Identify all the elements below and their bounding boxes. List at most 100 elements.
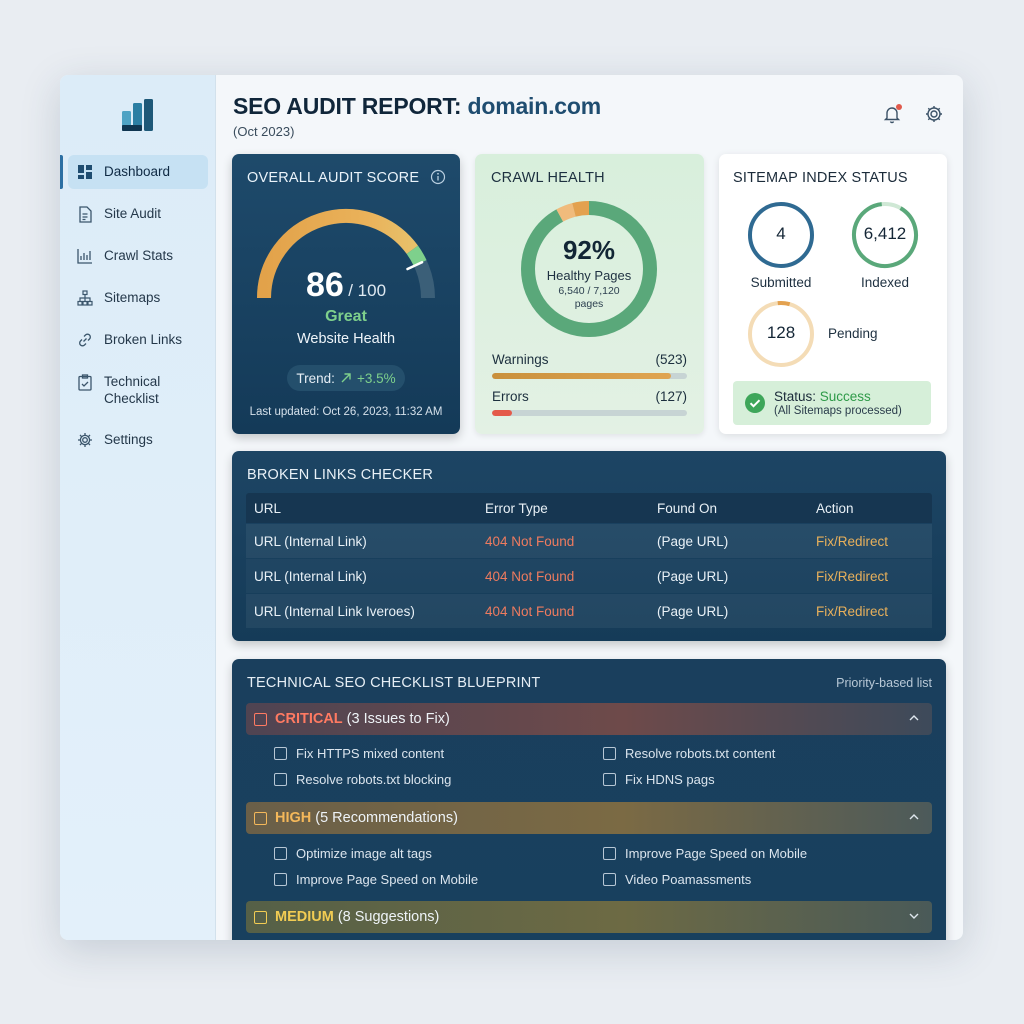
checklist-hint: Priority-based list	[836, 676, 932, 690]
fix-redirect-link[interactable]: Fix/Redirect	[816, 533, 889, 549]
card-title: TECHNICAL SEO CHECKLIST BLUEPRINT	[247, 675, 541, 691]
info-icon[interactable]	[430, 169, 446, 185]
chevron-up-icon[interactable]	[908, 712, 920, 724]
pages-count: 6,540 / 7,120	[558, 285, 620, 297]
table-row: URL (Internal Link Iveroes) 404 Not Foun…	[246, 594, 932, 628]
sidebar-item-settings[interactable]: Settings	[68, 423, 208, 457]
checklist-item[interactable]: Fix HDNS pags	[603, 772, 715, 787]
card-title: BROKEN LINKS CHECKER	[247, 467, 434, 483]
clipboard-check-icon	[76, 373, 94, 391]
url-cell[interactable]: URL (Internal Link)	[254, 568, 367, 584]
priority-medium-header[interactable]: MEDIUM (8 Suggestions)	[246, 901, 932, 933]
audit-score-card: OVERALL AUDIT SCORE 86 / 100	[232, 154, 460, 434]
pages-unit: pages	[574, 298, 604, 310]
sitemap-icon	[76, 289, 94, 307]
errors-count: (127)	[655, 389, 687, 404]
title-domain: domain.com	[467, 93, 602, 119]
sidebar: Dashboard Site Audit Crawl Stats Sitemap…	[60, 75, 216, 940]
column-header: URL	[254, 500, 282, 516]
warnings-label: Warnings	[492, 352, 549, 367]
priority-checkbox[interactable]	[254, 910, 267, 924]
priority-detail: (8 Suggestions)	[337, 909, 440, 925]
trend-value: +3.5%	[356, 370, 396, 386]
title-prefix: SEO AUDIT REPORT:	[233, 93, 468, 119]
bar-chart-icon	[76, 247, 94, 265]
priority-checkbox[interactable]	[254, 811, 267, 825]
sidebar-item-label: Site Audit	[104, 206, 162, 221]
sidebar-item-dashboard[interactable]: Dashboard	[68, 155, 208, 189]
checkbox[interactable]	[274, 873, 287, 886]
priority-checkbox[interactable]	[254, 712, 267, 726]
errors-label: Errors	[492, 389, 529, 404]
checklist-item[interactable]: Improve Page Speed on Mobile	[274, 872, 478, 887]
checklist-item[interactable]: Optimize image alt tags	[274, 846, 432, 861]
sidebar-item-broken-links[interactable]: Broken Links	[68, 323, 208, 357]
priority-high-header[interactable]: HIGH (5 Recommendations)	[246, 802, 932, 834]
sidebar-item-label: Crawl Stats	[104, 248, 174, 263]
checklist-item[interactable]: Resolve robots.txt blocking	[274, 772, 451, 787]
checkbox[interactable]	[274, 747, 287, 760]
checklist-item[interactable]: Fix HTTPS mixed content	[274, 746, 444, 761]
active-indicator	[60, 155, 63, 189]
score-display: 86 / 100	[232, 266, 460, 305]
warnings-row: Warnings (523)	[492, 352, 687, 379]
warnings-bar	[492, 373, 687, 379]
error-type-cell: 404 Not Found	[485, 603, 575, 619]
error-type-cell: 404 Not Found	[485, 533, 575, 549]
crawl-health-donut	[521, 201, 657, 337]
main-content: SEO AUDIT REPORT: domain.com (Oct 2023) …	[216, 75, 963, 940]
pending-value: 128	[766, 323, 796, 342]
errors-bar-fill	[492, 410, 512, 416]
checklist-item[interactable]: Resolve robots.txt content	[603, 746, 775, 761]
dashboard-icon	[76, 163, 94, 181]
found-on-cell[interactable]: (Page URL)	[657, 533, 729, 549]
checkbox[interactable]	[603, 847, 616, 860]
found-on-cell[interactable]: (Page URL)	[657, 568, 729, 584]
gear-icon[interactable]	[923, 103, 945, 125]
pending-stat: 128	[746, 299, 816, 369]
card-title: SITEMAP INDEX STATUS	[733, 170, 908, 186]
crawl-health-card: CRAWL HEALTH 92% Healthy Pages 6,540 / 7…	[475, 154, 704, 434]
checkbox[interactable]	[603, 873, 616, 886]
bell-icon[interactable]	[881, 103, 903, 125]
gear-icon	[76, 431, 94, 449]
sidebar-item-technical-checklist[interactable]: Technical Checklist	[68, 365, 208, 415]
sidebar-item-site-audit[interactable]: Site Audit	[68, 197, 208, 231]
indexed-ring	[852, 202, 918, 268]
chevron-up-icon[interactable]	[908, 811, 920, 823]
trend-up-icon	[341, 373, 351, 383]
url-cell[interactable]: URL (Internal Link Iveroes)	[254, 603, 415, 619]
score-value: 86	[305, 266, 344, 304]
sitemap-status-card: SITEMAP INDEX STATUS 4 Submitted 6,412 I…	[719, 154, 947, 434]
warnings-count: (523)	[655, 352, 687, 367]
report-date: (Oct 2023)	[233, 124, 295, 139]
fix-redirect-link[interactable]: Fix/Redirect	[816, 568, 889, 584]
checklist-item[interactable]: Improve Page Speed on Mobile	[603, 846, 807, 861]
technical-checklist-card: TECHNICAL SEO CHECKLIST BLUEPRINT Priori…	[232, 659, 946, 940]
chevron-down-icon[interactable]	[908, 910, 920, 922]
warnings-bar-fill	[492, 373, 672, 379]
checklist-item-label: Optimize image alt tags	[296, 846, 432, 861]
sidebar-item-sitemaps[interactable]: Sitemaps	[68, 281, 208, 315]
priority-critical-header[interactable]: CRITICAL (3 Issues to Fix)	[246, 703, 932, 735]
donut-center: 92% Healthy Pages 6,540 / 7,120 pages	[519, 199, 659, 339]
fix-redirect-link[interactable]: Fix/Redirect	[816, 603, 889, 619]
checkbox[interactable]	[603, 747, 616, 760]
sidebar-item-crawl-stats[interactable]: Crawl Stats	[68, 239, 208, 273]
sidebar-item-label: Broken Links	[104, 332, 183, 347]
bar-chart-logo[interactable]	[120, 97, 156, 133]
healthy-pages: 6,540 / 7,120 pages	[519, 285, 659, 311]
found-on-cell[interactable]: (Page URL)	[657, 603, 729, 619]
checkbox[interactable]	[603, 773, 616, 786]
url-cell[interactable]: URL (Internal Link)	[254, 533, 367, 549]
card-title: OVERALL AUDIT SCORE	[247, 170, 420, 186]
score-subtitle: Website Health	[296, 331, 396, 347]
checklist-item[interactable]: Video Poamassments	[603, 872, 751, 887]
broken-links-card: BROKEN LINKS CHECKER URL Error Type Foun…	[232, 451, 946, 641]
checkbox[interactable]	[274, 847, 287, 860]
document-icon	[76, 205, 94, 223]
score-grade: Great	[325, 308, 367, 325]
error-type-cell: 404 Not Found	[485, 568, 575, 584]
app-window: Dashboard Site Audit Crawl Stats Sitemap…	[60, 75, 963, 940]
checkbox[interactable]	[274, 773, 287, 786]
